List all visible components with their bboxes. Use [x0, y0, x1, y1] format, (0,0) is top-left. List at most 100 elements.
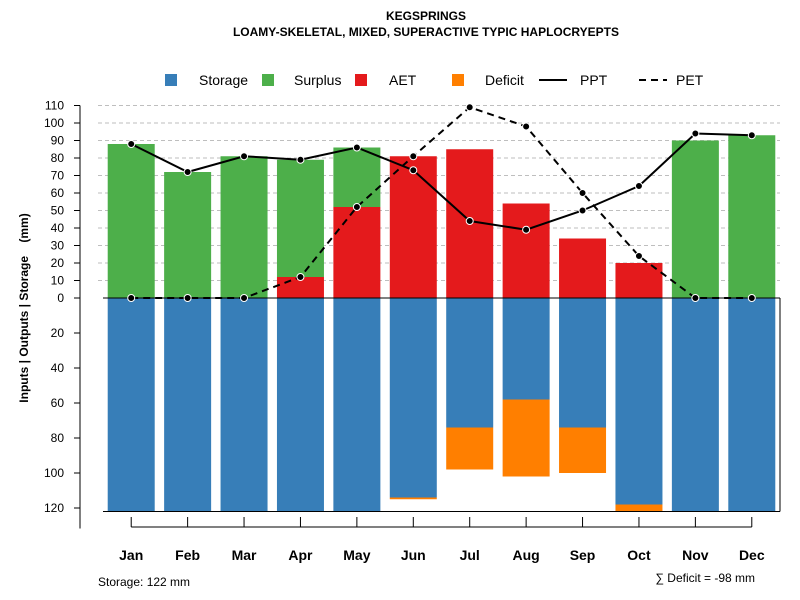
deficit-bar	[615, 504, 663, 512]
x-tick-label: Oct	[627, 547, 651, 563]
pet-point	[127, 294, 136, 302]
y-tick-label: 10	[51, 274, 65, 288]
legend-item-deficit: Deficit	[452, 72, 524, 88]
legend-item-ppt: PPT	[539, 72, 608, 88]
storage-bar	[276, 298, 324, 512]
storage-note: Storage: 122 mm	[98, 575, 190, 589]
x-tick-label: May	[343, 547, 370, 563]
aet-bar	[502, 203, 550, 298]
ppt-point	[465, 217, 474, 225]
y-tick-label: 40	[51, 221, 65, 235]
pet-point	[578, 189, 587, 197]
legend-label-pet: PET	[676, 72, 704, 88]
surplus-bar	[220, 156, 268, 298]
legend-label-aet: AET	[389, 72, 417, 88]
x-tick-label: Jun	[401, 547, 426, 563]
ppt-point	[409, 166, 418, 175]
y-axis-label: Inputs | Outputs | Storage (mm)	[17, 213, 31, 402]
y-tick-label: 80	[51, 431, 65, 445]
ppt-line	[130, 132, 752, 231]
pet-point	[465, 103, 474, 112]
x-tick-label: Sep	[570, 547, 596, 563]
deficit-bar	[502, 399, 550, 477]
y-tick-label: 0	[57, 291, 64, 305]
y-tick-label: 100	[44, 116, 64, 130]
legend-label-surplus: Surplus	[294, 72, 341, 88]
y-tick-label: 120	[44, 501, 64, 515]
ppt-point	[352, 143, 361, 152]
pet-line	[131, 106, 752, 299]
aet-bar	[389, 156, 437, 298]
pet-point	[634, 252, 643, 260]
ppt-point	[183, 168, 192, 176]
ppt-point	[691, 129, 700, 138]
legend-swatch-storage	[165, 74, 177, 86]
ppt-point	[522, 225, 531, 234]
ppt-point	[240, 152, 249, 161]
storage-bar	[220, 298, 268, 512]
storage-bar	[446, 298, 494, 428]
gridlines	[98, 105, 780, 281]
legend-item-aet: AET	[355, 72, 417, 88]
x-tick-label: Jan	[119, 547, 143, 563]
deficit-note: ∑ Deficit = -98 mm	[655, 571, 755, 585]
storage-bar	[389, 298, 437, 498]
x-tick-label: Jul	[460, 547, 480, 563]
chart-title: KEGSPRINGS	[386, 9, 466, 23]
y-tick-label: 110	[45, 99, 64, 113]
storage-bar	[671, 298, 719, 512]
surplus-bar	[107, 144, 155, 298]
y-tick-label: 80	[51, 151, 65, 165]
pet-point	[747, 294, 756, 302]
pet-point	[352, 203, 361, 211]
pet-point	[409, 152, 418, 161]
y-tick-label: 100	[44, 466, 64, 480]
deficit-bar	[559, 427, 607, 473]
deficit-bar	[389, 497, 437, 500]
ppt-point	[747, 131, 756, 140]
legend-item-pet: PET	[639, 72, 704, 88]
surplus-bar	[728, 135, 776, 298]
storage-bar	[728, 298, 776, 512]
storage-bar	[107, 298, 155, 512]
surplus-bar	[164, 172, 212, 298]
pet-point	[296, 273, 305, 281]
series-lines	[127, 103, 756, 302]
ppt-point	[127, 140, 136, 148]
legend: Storage Surplus AET Deficit PPT PET	[165, 72, 704, 88]
axes: 0 10 20 30 40 50 60 70 80 90 100 110 20 40 60 80 100 120 J…	[44, 99, 765, 564]
y-tick-label: 50	[51, 204, 65, 218]
x-tick-label: Dec	[739, 547, 765, 563]
ppt-point	[578, 206, 587, 215]
pet-point	[183, 294, 192, 302]
legend-label-storage: Storage	[199, 72, 248, 88]
storage-bar	[502, 298, 550, 400]
storage-bar	[333, 298, 381, 512]
y-tick-label: 70	[51, 169, 65, 183]
ppt-point	[634, 182, 643, 190]
aet-bar	[333, 207, 381, 298]
bars	[103, 135, 781, 512]
pet-point	[691, 294, 700, 302]
ppt-point	[296, 155, 305, 164]
y-tick-label: 40	[51, 361, 65, 375]
storage-bar	[615, 298, 663, 505]
legend-label-ppt: PPT	[580, 72, 608, 88]
storage-bar	[164, 298, 212, 512]
y-tick-label: 20	[51, 326, 65, 340]
y-tick-label: 60	[51, 186, 65, 200]
legend-swatch-surplus	[262, 74, 274, 86]
y-tick-label: 20	[51, 256, 65, 270]
deficit-bar	[446, 427, 494, 470]
surplus-bar	[671, 140, 719, 298]
pet-point	[522, 122, 531, 131]
x-tick-label: Nov	[682, 547, 709, 563]
y-tick-label: 90	[51, 134, 65, 148]
y-tick-label: 30	[51, 239, 65, 253]
x-tick-label: Apr	[288, 547, 313, 563]
legend-item-storage: Storage	[165, 72, 248, 88]
pet-point	[240, 294, 249, 302]
legend-label-deficit: Deficit	[485, 72, 524, 88]
surplus-bar	[276, 159, 324, 277]
